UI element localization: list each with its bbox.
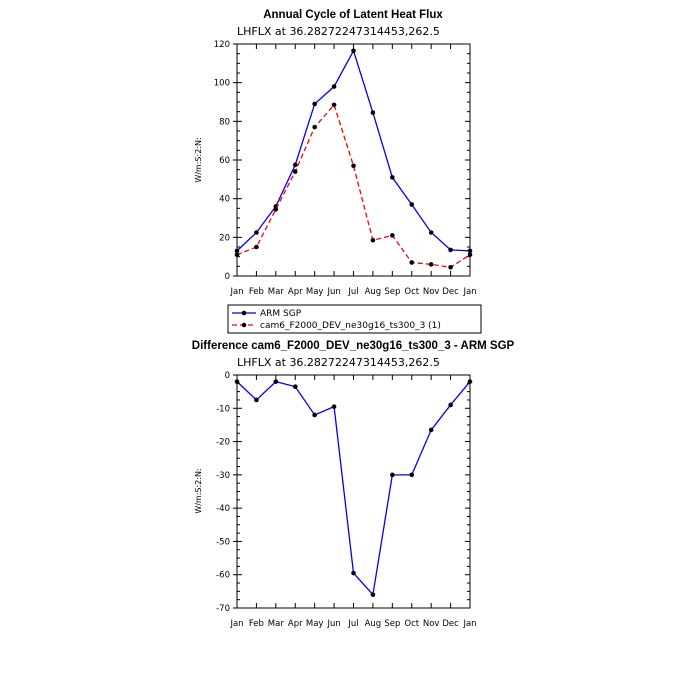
data-point (331, 102, 337, 108)
data-point (370, 237, 376, 243)
data-point (292, 384, 298, 389)
x-tick-label: Jan (229, 287, 243, 297)
y-tick-label: 0 (225, 272, 230, 282)
chart-title: Difference cam6_F2000_DEV_ne30g16_ts300_… (192, 340, 515, 352)
x-tick-label: Sep (384, 287, 400, 297)
data-point (409, 472, 415, 478)
x-tick-label: May (306, 287, 324, 297)
data-point (370, 592, 376, 597)
data-point (312, 101, 317, 107)
y-tick-label: 0 (225, 371, 230, 381)
data-point (409, 202, 415, 207)
y-tick-label: -20 (216, 438, 230, 448)
data-point (351, 163, 356, 169)
x-tick-labels: Jan Feb Mar Apr May Jun Jul Aug Sep Oct Nov Dec Jan (229, 619, 476, 629)
data-point (331, 84, 337, 89)
data-point (428, 230, 434, 235)
data-point (273, 379, 279, 384)
data-point (312, 412, 317, 418)
y-tick-labels: 0 -10 -20 -30 -40 -50 -60 -70 (216, 371, 230, 614)
data-point (390, 472, 395, 478)
data-point (448, 247, 453, 253)
y-tick-label: 60 (219, 156, 230, 166)
data-point (390, 233, 395, 238)
chart-subtitle: LHFLX at 36.28272247314453,262.5 (237, 25, 440, 38)
y-tick-label: 80 (219, 117, 230, 127)
data-point (351, 570, 356, 576)
x-tick-label: Dec (442, 287, 459, 297)
data-point (254, 397, 259, 403)
series-line (236, 49, 471, 252)
x-tick-label: Jan (229, 619, 243, 629)
legend-label-arm: ARM SGP (260, 309, 302, 319)
y-tick-label: -50 (216, 537, 230, 547)
x-tick-label: Jul (347, 287, 358, 297)
y-axis-label: W/m:S:2:N: (194, 468, 203, 513)
x-tick-labels: Jan Feb Mar Apr May Jun Jul Aug Sep Oct Nov Dec Jan (229, 287, 476, 297)
x-tick-label: Apr (288, 619, 303, 629)
y-tick-label: -60 (216, 571, 230, 581)
legend-marker-cam6 (241, 322, 247, 328)
series-lines (234, 48, 473, 270)
data-point (351, 48, 356, 54)
data-point (254, 230, 259, 235)
data-point (292, 162, 298, 168)
annual-cycle-chart: Annual Cycle of Latent Heat Flux LHFLX a… (194, 9, 477, 297)
x-tick-label: Oct (404, 287, 419, 297)
data-point (409, 260, 415, 265)
x-tick-label: Apr (288, 287, 303, 297)
legend-box (227, 304, 482, 334)
y-tick-label: 100 (214, 79, 230, 89)
x-tick-label: Mar (268, 287, 285, 297)
data-point (331, 404, 337, 409)
data-point (273, 207, 279, 212)
data-point (428, 427, 434, 433)
x-tick-label: Sep (384, 619, 400, 629)
x-tick-label: Feb (249, 619, 264, 629)
data-point (292, 169, 298, 174)
x-tick-label: Aug (365, 619, 382, 629)
y-tick-label: 40 (219, 195, 230, 205)
x-tick-label: Oct (404, 619, 419, 629)
data-point (390, 175, 395, 180)
x-tick-label: Feb (249, 287, 264, 297)
x-tick-label: Jan (462, 619, 476, 629)
y-tick-label: -10 (216, 404, 230, 414)
x-tick-label: Nov (423, 287, 440, 297)
x-tick-label: Aug (365, 287, 382, 297)
series-lines (234, 379, 473, 597)
x-tick-label: Jun (326, 287, 340, 297)
data-point (448, 402, 453, 408)
legend: ARM SGP cam6_F2000_DEV_ne30g16_ts300_3 (… (227, 304, 482, 334)
y-tick-labels: 0 20 40 60 80 100 120 (214, 40, 230, 282)
plot-frame (236, 374, 471, 609)
data-point (254, 244, 259, 250)
chart-title: Annual Cycle of Latent Heat Flux (263, 9, 443, 21)
x-tick-label: Dec (442, 619, 459, 629)
y-tick-label: 20 (219, 233, 230, 243)
chart-subtitle: LHFLX at 36.28272247314453,262.5 (237, 356, 440, 369)
difference-chart: Difference cam6_F2000_DEV_ne30g16_ts300_… (192, 340, 515, 629)
data-point (370, 110, 376, 115)
data-point (428, 262, 434, 267)
y-tick-label: -30 (216, 471, 230, 481)
x-tick-label: Jul (347, 619, 358, 629)
data-point (448, 265, 453, 270)
y-axis-label: W/m:S:2:N: (194, 137, 203, 182)
y-tick-label: -40 (216, 504, 230, 514)
series-line (236, 380, 471, 597)
legend-marker-arm (241, 310, 247, 316)
series-line (236, 103, 471, 268)
x-tick-label: Nov (423, 619, 440, 629)
x-tick-label: Mar (268, 619, 285, 629)
y-tick-label: -70 (216, 604, 230, 614)
data-point (312, 124, 317, 130)
plot-frame (236, 43, 471, 277)
x-tick-label: Jan (462, 287, 476, 297)
x-tick-label: Jun (326, 619, 340, 629)
legend-label-cam6: cam6_F2000_DEV_ne30g16_ts300_3 (1) (260, 321, 441, 331)
y-tick-label: 120 (214, 40, 230, 50)
x-tick-label: May (306, 619, 324, 629)
